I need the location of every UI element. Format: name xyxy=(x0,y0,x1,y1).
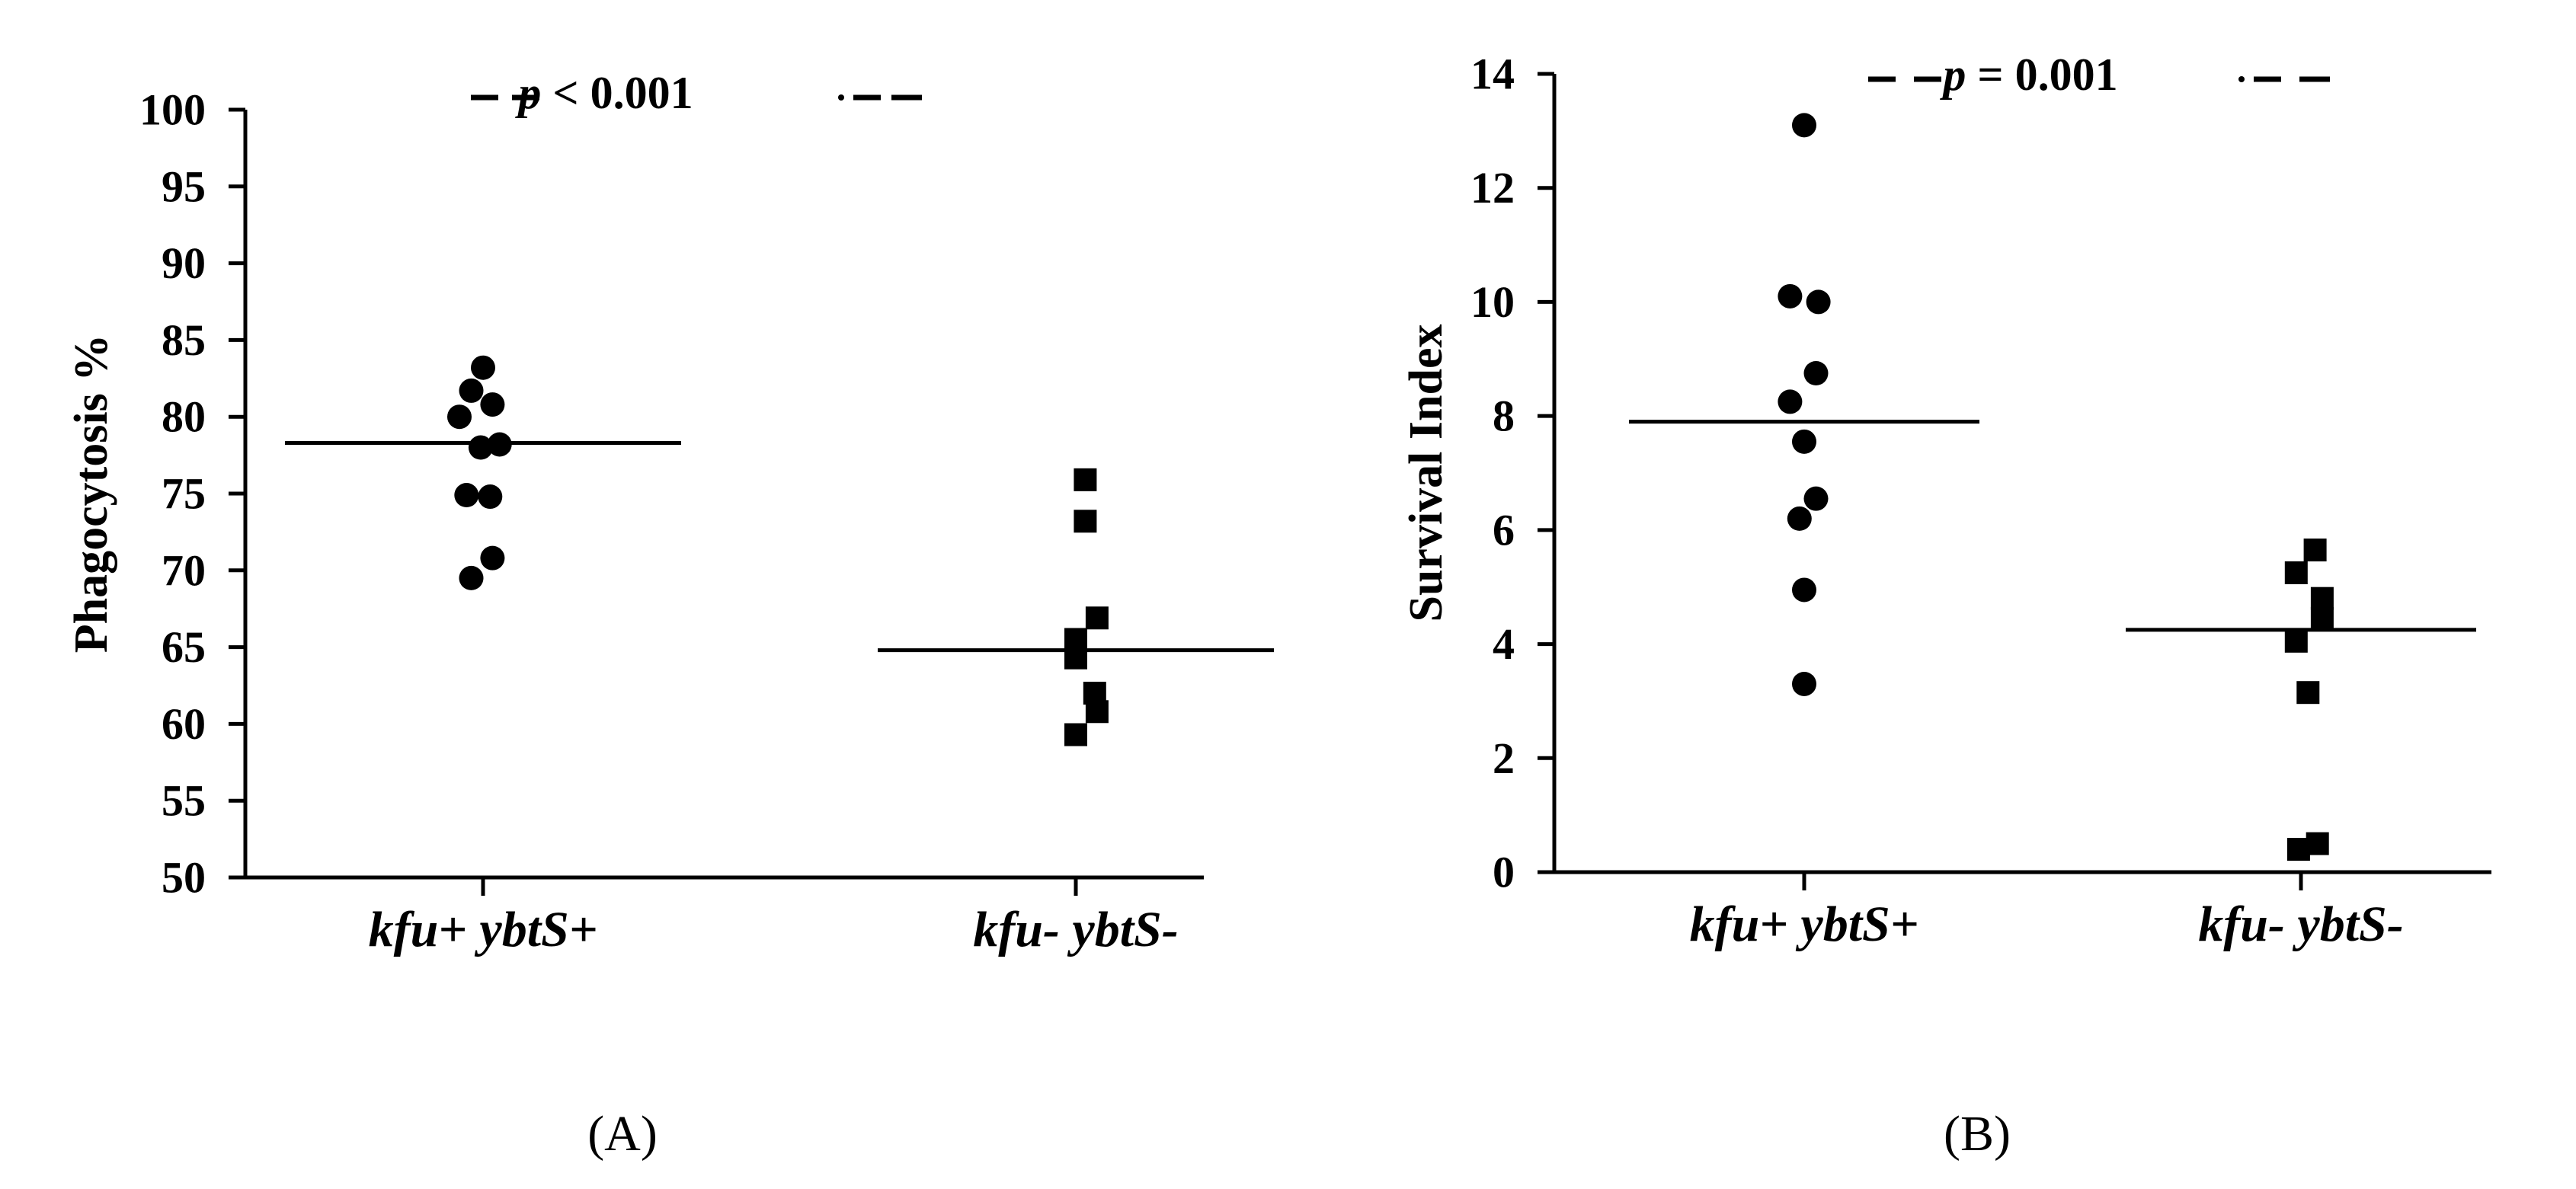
panel-b-data-point xyxy=(1803,361,1829,385)
panel-b-y-tick-label: 0 xyxy=(1493,848,1515,897)
panel-a-y-tick-label: 100 xyxy=(139,85,206,135)
panel-a-sig-dot xyxy=(838,94,844,101)
panel-a-y-tick-label: 95 xyxy=(162,161,206,211)
panel-a-data-point xyxy=(447,404,472,430)
panel-b-data-point xyxy=(2286,838,2310,861)
panel-b-y-tick-label: 14 xyxy=(1470,50,1515,99)
panel-a-data-point xyxy=(1074,510,1097,533)
panel-b-data-point xyxy=(2310,587,2334,610)
panel-a-data-point xyxy=(454,483,479,508)
panel-a-y-tick-label: 55 xyxy=(162,776,206,826)
panel-b-data-point xyxy=(1792,113,1816,138)
panel-b-data-point xyxy=(1778,283,1803,308)
panel-a-data-point xyxy=(480,545,505,571)
panel-a-category-label: kfu- ybtS- xyxy=(973,902,1178,957)
panel-a-data-point xyxy=(1064,723,1087,746)
panel-a-significance-label: p < 0.001 xyxy=(514,68,693,118)
panel-a-data-point xyxy=(1085,700,1109,724)
panel-b-y-axis-title: Survival Index xyxy=(1400,324,1452,622)
panel-a-y-tick-label: 70 xyxy=(162,545,206,595)
panel-a-y-axis-title: Phagocytosis % xyxy=(66,334,117,654)
panel-a-y-tick-label: 85 xyxy=(162,315,206,365)
panel-a-chart: 50 55 60 65 70 75 80 85 90 95 100 kfu+ ybtS+ kfu- yb… xyxy=(66,68,1274,1162)
panel-a-data-point xyxy=(471,355,495,380)
panel-b-significance-label: p = 0.001 xyxy=(1939,50,2117,100)
panel-b-category-label: kfu+ ybtS+ xyxy=(1690,897,1919,952)
panel-b-data-point xyxy=(2284,629,2308,653)
panel-b-category-label: kfu- ybtS- xyxy=(2198,897,2403,952)
panel-b-y-tick-label: 6 xyxy=(1493,505,1515,555)
panel-a-data-point xyxy=(1064,646,1087,670)
panel-b-y-tick-label: 2 xyxy=(1493,734,1515,783)
panel-b-data-point xyxy=(1806,289,1831,315)
panel-a-y-tick-label: 80 xyxy=(162,392,206,442)
panel-a-data-point xyxy=(459,378,484,403)
panel-b-data-point xyxy=(1787,506,1812,531)
panel-b-data-point xyxy=(1792,429,1816,454)
panel-a-y-tick-label: 90 xyxy=(162,238,206,288)
panel-a-data-point xyxy=(478,484,503,510)
panel-a-data-point xyxy=(459,565,484,590)
panel-b-data-point xyxy=(2303,539,2327,562)
panel-a-y-tick-label: 75 xyxy=(162,469,206,519)
panel-b-data-point xyxy=(1778,389,1803,414)
panel-b-y-tick-label: 10 xyxy=(1470,277,1515,327)
panel-b-data-point xyxy=(1792,577,1816,602)
panel-b-data-point xyxy=(2284,561,2308,584)
panel-b-data-point xyxy=(1803,486,1829,511)
panel-a-panel-label: (A) xyxy=(587,1106,658,1162)
panel-b-data-point xyxy=(2296,681,2320,705)
panel-a-data-point xyxy=(1085,606,1109,630)
panel-b-data-point xyxy=(2310,606,2334,630)
panel-b-panel-label: (B) xyxy=(1944,1106,2011,1162)
panel-b-sig-dot xyxy=(2238,76,2245,82)
panel-a-y-tick-label: 60 xyxy=(162,699,206,749)
panel-a-y-tick-label: 50 xyxy=(162,853,206,903)
panel-a-data-point xyxy=(480,392,505,417)
panel-a-data-point xyxy=(1074,468,1097,491)
panel-a-category-label: kfu+ ybtS+ xyxy=(369,902,598,957)
panel-a-y-tick-label: 65 xyxy=(162,622,206,672)
panel-b-y-tick-label: 4 xyxy=(1493,619,1515,669)
panel-a-data-point xyxy=(468,435,493,460)
panel-b-data-point xyxy=(1792,671,1816,696)
panel-a-data-point xyxy=(487,432,512,457)
panel-b-y-tick-label: 12 xyxy=(1470,163,1515,213)
panel-b-y-tick-label: 8 xyxy=(1493,392,1515,441)
panel-b-chart: 0 2 4 6 8 10 12 14 kfu+ ybtS+ kfu- ybtS- Survival … xyxy=(1400,50,2491,1162)
